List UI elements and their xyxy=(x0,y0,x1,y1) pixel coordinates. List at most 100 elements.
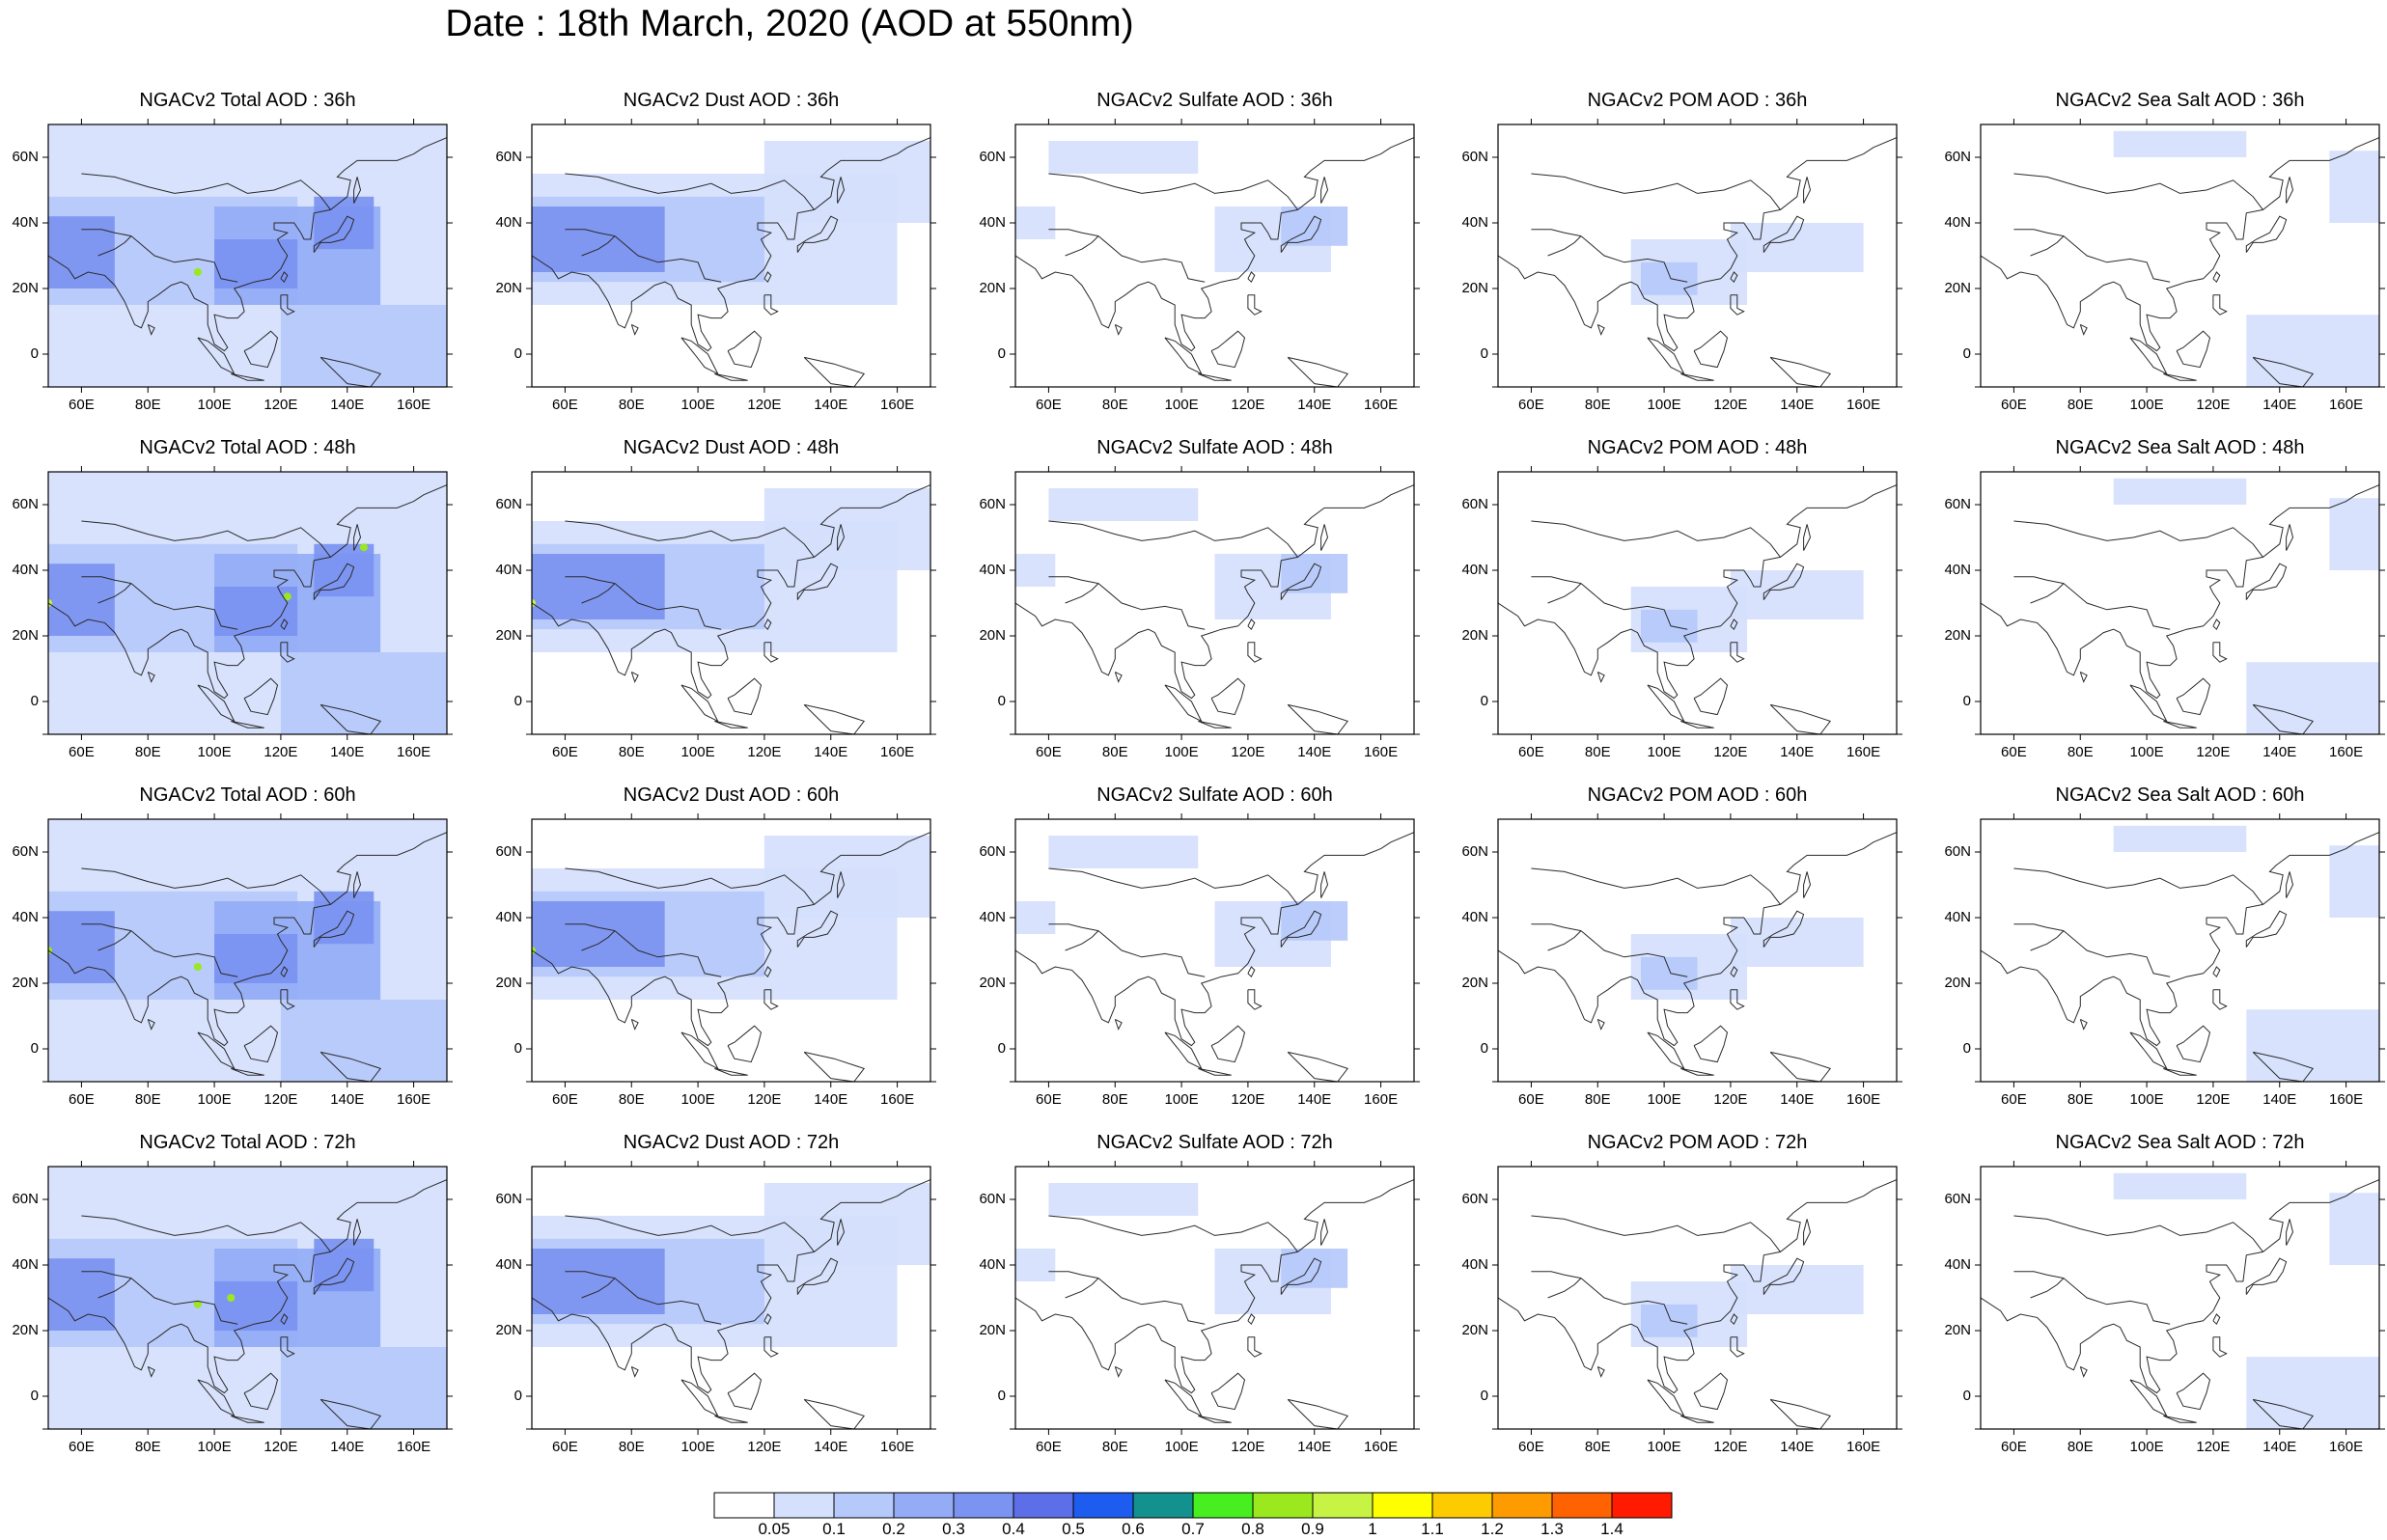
lon-tick-label: 140E xyxy=(1297,1439,1332,1455)
panel-title: NGACv2 Total AOD : 60h xyxy=(139,784,356,806)
lon-tick-label: 160E xyxy=(1364,744,1399,760)
coastline xyxy=(2286,1219,2294,1246)
coastline xyxy=(1164,1379,1203,1417)
panel-title: NGACv2 POM AOD : 60h xyxy=(1587,784,1808,806)
coastline xyxy=(147,1018,155,1031)
lon-tick-label: 160E xyxy=(1846,744,1881,760)
coastline xyxy=(2063,235,2171,283)
map-panel-total-60h: NGACv2 Total AOD : 60h 0 20N 40N 60N 60E 80E 10… xyxy=(12,784,531,1131)
lat-tick-label: 20N xyxy=(1944,975,1971,991)
lon-tick-label: 120E xyxy=(264,1091,298,1108)
coastline xyxy=(1065,583,1099,604)
panel-title: NGACv2 Sea Salt AOD : 60h xyxy=(2055,784,2305,806)
coastline xyxy=(1531,173,1781,210)
coastline xyxy=(2013,1215,2263,1252)
coastline xyxy=(1498,1179,1897,1394)
coastline xyxy=(353,1219,362,1246)
aod-region xyxy=(314,1238,375,1292)
coastline xyxy=(680,1031,719,1070)
coastline xyxy=(48,484,447,700)
coastline xyxy=(231,1415,264,1423)
lon-tick-label: 80E xyxy=(1584,1439,1611,1455)
map-frame xyxy=(1014,1166,1415,1430)
coastline xyxy=(1097,583,1206,630)
colorbar-swatch xyxy=(1611,1492,1673,1519)
coastline xyxy=(2063,930,2171,977)
lat-tick-label: 40N xyxy=(12,909,39,925)
lat-tick-label: 40N xyxy=(1461,214,1488,231)
coastline xyxy=(280,294,295,316)
aod-region xyxy=(1640,261,1698,295)
coastline xyxy=(1693,330,1729,369)
lat-tick-label: 60N xyxy=(495,149,522,165)
coastline xyxy=(2079,1365,2088,1378)
coastline xyxy=(763,619,772,631)
aod-region xyxy=(1281,1249,1348,1288)
aod-region xyxy=(2329,845,2379,918)
aod-map xyxy=(42,466,453,740)
lat-tick-label: 60N xyxy=(1944,149,1971,165)
coastline xyxy=(1048,576,1099,585)
map-panel-dust-72h: NGACv2 Dust AOD : 72h 0 20N 40N 60N 60E 80E 100… xyxy=(495,1131,1014,1478)
aod-region xyxy=(1281,901,1348,941)
lon-tick-label: 100E xyxy=(2129,1439,2164,1455)
map-frame xyxy=(1497,1166,1898,1430)
lon-tick-label: 120E xyxy=(1231,397,1265,413)
lon-tick-label: 140E xyxy=(2262,1439,2297,1455)
coastline xyxy=(353,524,362,551)
coastline xyxy=(1531,229,1582,237)
panel-title: NGACv2 Sea Salt AOD : 48h xyxy=(2055,437,2305,458)
colorbar-swatch xyxy=(1072,1492,1134,1519)
colorbar-swatch xyxy=(1491,1492,1553,1519)
colorbar-label: 0.4 xyxy=(1002,1520,1025,1538)
coastline xyxy=(197,1031,236,1070)
coastline xyxy=(1981,484,2379,700)
aod-region xyxy=(314,891,375,945)
aod-region xyxy=(1281,554,1348,593)
coastline xyxy=(1287,703,1349,734)
map-frame xyxy=(47,1166,448,1430)
panel-title: NGACv2 Sulfate AOD : 48h xyxy=(1096,437,1333,458)
coastline xyxy=(1287,1398,1349,1429)
lon-tick-label: 60E xyxy=(69,1091,95,1108)
coastline xyxy=(2013,229,2065,237)
coastline xyxy=(1498,832,1897,1047)
coastline xyxy=(1065,1278,1099,1299)
coastline xyxy=(2163,1415,2197,1423)
coastline xyxy=(1730,1313,1738,1326)
map-panel-dust-48h: NGACv2 Dust AOD : 48h 0 20N 40N 60N 60E 80E 100… xyxy=(495,436,1014,784)
lon-tick-label: 160E xyxy=(880,397,915,413)
lon-tick-label: 120E xyxy=(747,1091,782,1108)
coastline xyxy=(231,720,264,729)
coastline xyxy=(81,229,132,237)
coastline xyxy=(97,583,132,604)
coastline xyxy=(630,671,639,683)
colorbar-swatch xyxy=(1372,1492,1433,1519)
lat-tick-label: 60N xyxy=(1461,1191,1488,1207)
lat-tick-label: 0 xyxy=(997,1040,1006,1057)
lon-tick-label: 120E xyxy=(2196,744,2231,760)
coastline xyxy=(581,235,616,257)
lat-tick-label: 20N xyxy=(495,627,522,644)
panel-title: NGACv2 Dust AOD : 60h xyxy=(623,784,840,806)
coastline xyxy=(1531,520,1781,558)
lat-tick-label: 40N xyxy=(1461,562,1488,578)
lon-tick-label: 100E xyxy=(680,1439,715,1455)
lon-tick-label: 100E xyxy=(197,744,232,760)
coastline xyxy=(1803,177,1812,204)
map-frame xyxy=(531,1166,931,1430)
coastline xyxy=(1247,271,1256,284)
map-panel-total-72h: NGACv2 Total AOD : 72h 0 20N 40N 60N 60E 80E 10… xyxy=(12,1131,531,1478)
lat-tick-label: 40N xyxy=(12,1256,39,1273)
coastline xyxy=(581,930,616,951)
colorbar-label: 1.1 xyxy=(1421,1520,1444,1538)
colorbar-swatch xyxy=(1312,1492,1374,1519)
lon-tick-label: 60E xyxy=(1036,1091,1062,1108)
coastline xyxy=(81,520,331,558)
coastline xyxy=(2079,671,2088,683)
coastline xyxy=(130,583,238,630)
lat-tick-label: 40N xyxy=(1944,1256,1971,1273)
coastline xyxy=(1048,867,1298,905)
lat-tick-label: 0 xyxy=(513,1040,522,1057)
lat-tick-label: 40N xyxy=(979,1256,1006,1273)
